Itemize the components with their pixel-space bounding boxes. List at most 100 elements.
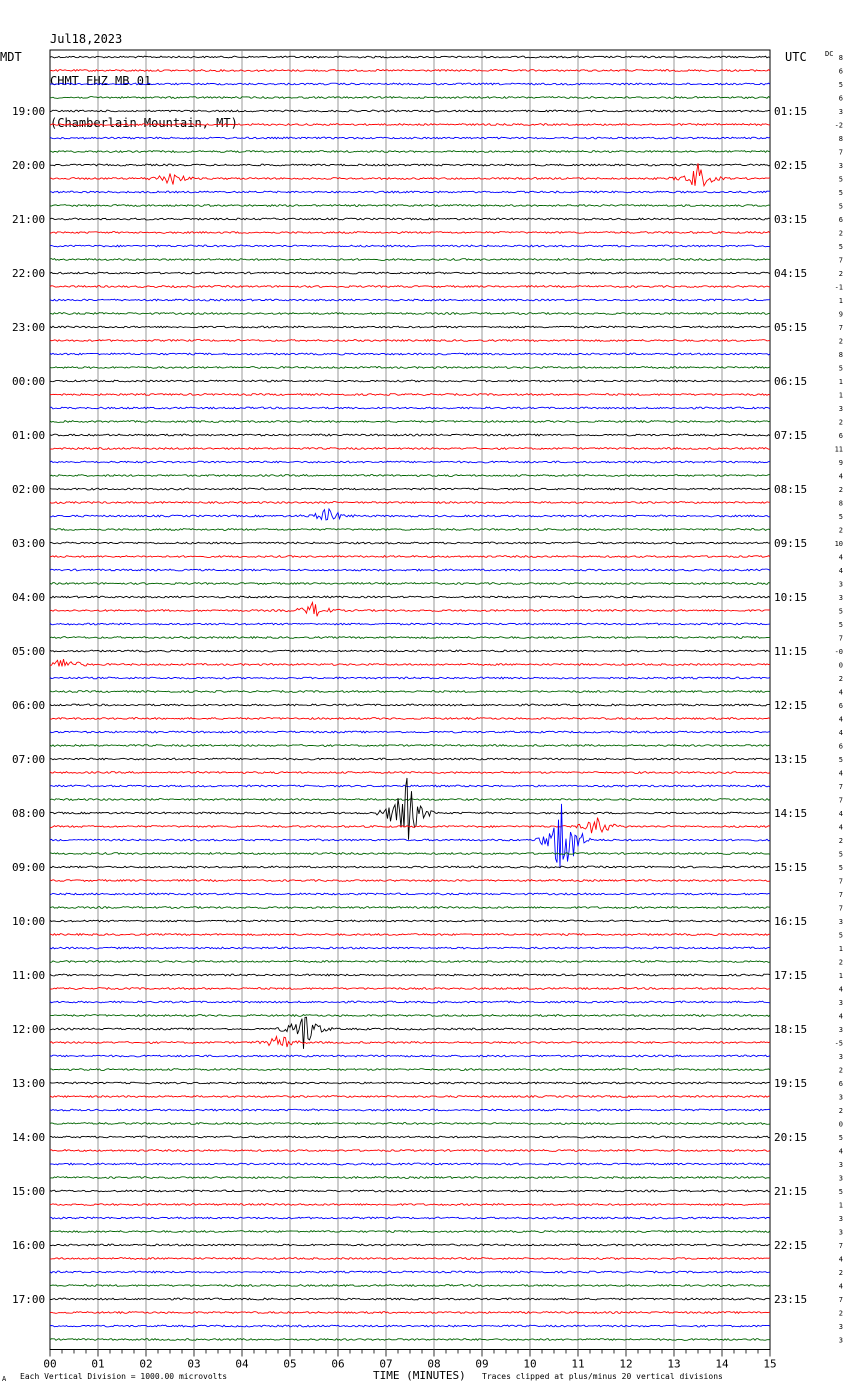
trace-line: [49, 352, 771, 356]
dc-offset-value: 5: [839, 365, 843, 373]
trace-line: [49, 635, 771, 640]
x-tick-label: 06: [331, 1358, 344, 1371]
trace-line: [49, 433, 771, 437]
dc-offset-value: 4: [839, 1148, 843, 1156]
trace-line: [49, 419, 771, 424]
dc-offset-value: 5: [839, 1134, 843, 1142]
dc-offset-value: 5: [839, 851, 843, 859]
corner-mark: A: [2, 1375, 7, 1383]
dc-offset-value: 2: [839, 1107, 843, 1115]
trace-line: [49, 1337, 770, 1341]
trace-line: [49, 244, 771, 248]
left-hour-label: 05:00: [12, 645, 45, 658]
trace-line: [49, 676, 771, 680]
right-hour-label: 21:15: [774, 1185, 807, 1198]
trace-line: [49, 1081, 771, 1085]
trace-line: [49, 1016, 770, 1049]
trace-line: [49, 82, 771, 86]
left-hour-label: 15:00: [12, 1185, 45, 1198]
dc-offset-value: 4: [839, 986, 843, 994]
right-hour-label: 19:15: [774, 1077, 807, 1090]
trace-line: [49, 932, 771, 937]
dc-offset-value: 6: [839, 95, 843, 103]
dc-offset-value: 5: [839, 1188, 843, 1196]
trace-line: [49, 136, 771, 140]
trace-line: [49, 622, 771, 626]
trace-line: [49, 338, 771, 343]
dc-offset-value: 7: [839, 257, 843, 265]
left-hour-label: 17:00: [12, 1293, 45, 1306]
left-hour-label: 20:00: [12, 159, 45, 172]
x-tick-label: 02: [139, 1358, 152, 1371]
trace-line: [49, 1034, 771, 1048]
trace-line: [49, 1108, 771, 1112]
trace-line: [49, 600, 771, 617]
dc-offset-value: 2: [839, 1310, 843, 1318]
trace-line: [49, 743, 771, 747]
trace-line: [49, 658, 771, 667]
x-tick-label: 07: [379, 1358, 392, 1371]
dc-offset-value: -5: [835, 1040, 843, 1048]
dc-offset-value: 4: [839, 554, 843, 562]
dc-offset-value: 3: [839, 1175, 843, 1183]
station-location: (Chamberlain Mountain, MT): [50, 116, 238, 130]
trace-line: [49, 298, 771, 302]
x-tick-label: 11: [571, 1358, 584, 1371]
dc-offset-value: 9: [839, 459, 843, 467]
dc-offset-value: 4: [839, 810, 843, 818]
x-tick-label: 04: [235, 1358, 249, 1371]
trace-line: [49, 257, 771, 261]
trace-line: [49, 865, 771, 869]
dc-offset-value: 8: [839, 500, 843, 508]
dc-offset-value: 2: [839, 230, 843, 238]
trace-line: [49, 581, 771, 586]
trace-line: [49, 919, 771, 923]
trace-line: [49, 905, 771, 910]
dc-offset-value: 5: [839, 81, 843, 89]
trace-line: [50, 507, 771, 521]
dc-offset-value: 3: [839, 1215, 843, 1223]
trace-line: [49, 986, 771, 991]
trace-line: [49, 109, 771, 113]
trace-line: [49, 689, 771, 694]
dc-offset-value: 7: [839, 878, 843, 886]
trace-line: [49, 1283, 771, 1288]
dc-offset-value: 7: [839, 891, 843, 899]
left-hour-label: 01:00: [12, 429, 45, 442]
dc-offset-value: 3: [839, 405, 843, 413]
x-tick-label: 08: [427, 1358, 440, 1371]
trace-line: [49, 1229, 771, 1234]
dc-offset-value: 2: [839, 675, 843, 683]
trace-line: [49, 190, 771, 194]
trace-line: [49, 487, 771, 491]
dc-offset-value: 3: [839, 108, 843, 116]
trace-line: [49, 973, 771, 977]
right-hour-label: 23:15: [774, 1293, 807, 1306]
trace-line: [49, 203, 771, 208]
trace-line: [49, 1054, 771, 1058]
trace-line: [49, 1256, 771, 1261]
trace-line: [49, 703, 771, 707]
left-hour-label: 12:00: [12, 1023, 45, 1036]
dc-offset-value: 2: [839, 270, 843, 278]
dc-offset-value: 10: [835, 540, 843, 548]
right-hour-label: 06:15: [774, 375, 807, 388]
x-tick-label: 13: [667, 1358, 680, 1371]
trace-line: [49, 1094, 771, 1099]
left-hour-label: 00:00: [12, 375, 45, 388]
dc-offset-value: 2: [839, 419, 843, 427]
dc-offset-value: 5: [839, 621, 843, 629]
dc-offset-value: 5: [839, 176, 843, 184]
trace-line: [49, 757, 771, 761]
trace-line: [49, 1175, 771, 1179]
right-hour-label: 04:15: [774, 267, 807, 280]
trace-line: [49, 716, 771, 721]
dc-offset-value: 3: [839, 1323, 843, 1331]
dc-offset-value: 2: [839, 338, 843, 346]
dc-offset-value: 4: [839, 770, 843, 778]
dc-offset-value: 7: [839, 1296, 843, 1304]
trace-line: [49, 1216, 771, 1220]
dc-offset-value: 9: [839, 311, 843, 319]
left-hour-label: 21:00: [12, 213, 45, 226]
dc-offset-value: 3: [839, 1337, 843, 1345]
